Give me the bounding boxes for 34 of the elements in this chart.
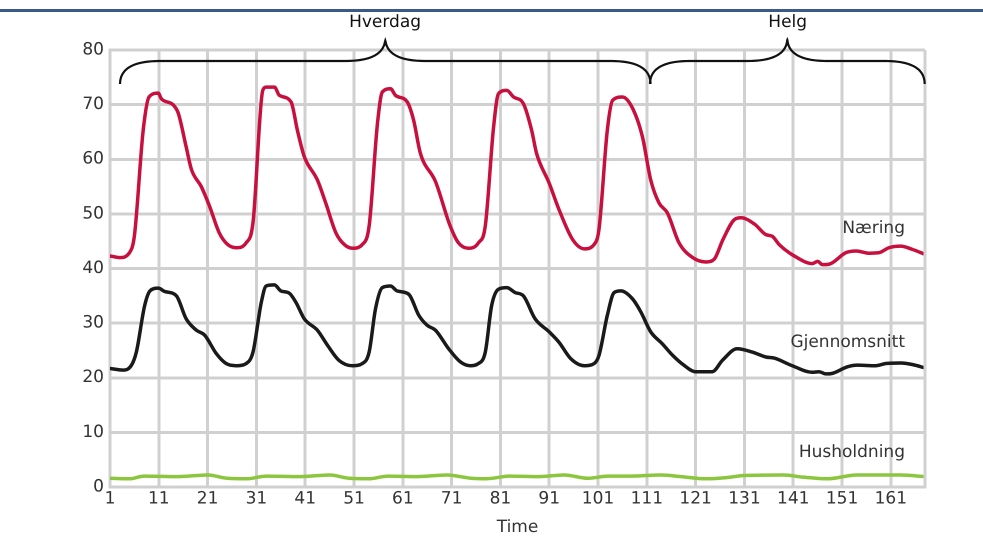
x-tick-label: 101	[582, 488, 614, 509]
text: Helg	[768, 12, 808, 32]
x-tick-label: 31	[246, 488, 268, 509]
series-label: Næring	[842, 218, 905, 238]
x-tick-label: 21	[196, 488, 218, 509]
y-tick-label: 0	[93, 476, 104, 496]
x-tick-label: 11	[148, 488, 170, 509]
y-tick-label: 40	[82, 258, 104, 278]
y-tick-label: 80	[82, 39, 104, 60]
x-tick-label: 1	[104, 488, 116, 509]
line-series	[110, 85, 925, 266]
x-tick-label: 81	[490, 488, 512, 509]
y-tick-label: 30	[82, 312, 104, 333]
x-tick-label: 111	[630, 488, 664, 509]
x-tick-label: 121	[679, 488, 712, 509]
y-tick-label: 50	[82, 203, 104, 224]
x-tick-label: 51	[343, 488, 365, 509]
x-tick-label: 61	[392, 488, 414, 509]
line-series	[110, 283, 925, 376]
series-label: Gjennomsnitt	[790, 332, 906, 352]
x-tick-label: 151	[826, 488, 858, 509]
x-tick-label: 161	[874, 488, 908, 509]
y-tick-label: 70	[82, 94, 104, 114]
x-tick-label: 41	[294, 488, 316, 509]
text: Hverdag	[349, 12, 422, 32]
x-tick-label: 131	[728, 488, 761, 509]
y-tick-label: 20	[82, 367, 104, 388]
series-label: Husholdning	[798, 442, 905, 462]
y-tick-label: 60	[82, 148, 104, 169]
x-tick-label: 71	[440, 488, 462, 509]
y-tick-label: 10	[82, 422, 104, 442]
x-tick-label: 91	[538, 488, 560, 509]
x-axis-title: Time	[496, 517, 538, 538]
x-tick-label: 141	[777, 488, 810, 509]
